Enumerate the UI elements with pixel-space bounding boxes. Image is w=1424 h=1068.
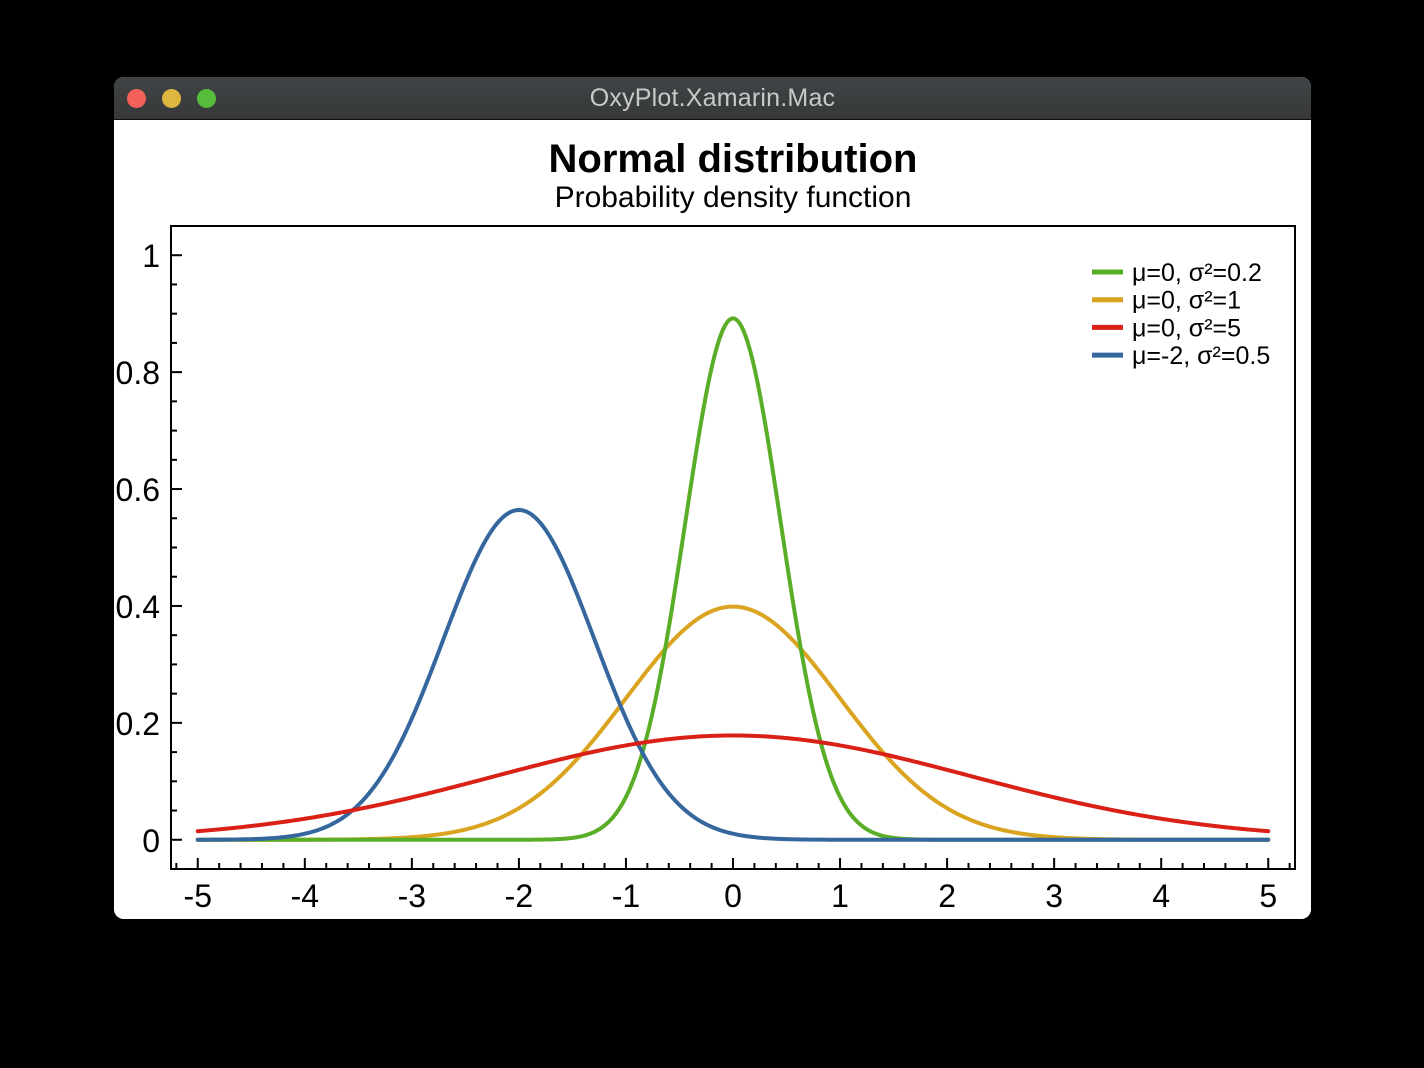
x-tick-label: 2 (938, 878, 956, 914)
y-tick-label: 0.4 (116, 589, 160, 625)
y-tick-label: 0.8 (116, 355, 160, 391)
minimize-button[interactable] (162, 88, 181, 108)
x-tick-label: -2 (505, 878, 533, 914)
traffic-lights (127, 77, 216, 119)
plot-border (170, 225, 1296, 870)
x-tick-label: 3 (1045, 878, 1063, 914)
window-titlebar[interactable]: OxyPlot.Xamarin.Mac (114, 77, 1311, 120)
x-tick-label: 0 (724, 878, 742, 914)
legend-label-1: μ=0, σ²=1 (1132, 287, 1241, 315)
y-tick-label: 0.6 (116, 472, 160, 508)
legend-label-2: μ=0, σ²=5 (1132, 314, 1241, 342)
zoom-button[interactable] (197, 88, 216, 108)
app-window: OxyPlot.Xamarin.Mac Normal distribution … (114, 77, 1311, 919)
legend-label-3: μ=-2, σ²=0.5 (1132, 342, 1270, 370)
x-tick-label: -3 (398, 878, 426, 914)
window-content: Normal distribution Probability density … (114, 120, 1311, 919)
x-tick-label: 4 (1152, 878, 1170, 914)
y-tick-label: 0.2 (116, 706, 160, 742)
series-curve-2[interactable] (195, 733, 1271, 834)
x-tick-label: -4 (291, 878, 319, 914)
x-tick-label: 1 (831, 878, 849, 914)
y-tick-label: 1 (142, 238, 160, 274)
window-title: OxyPlot.Xamarin.Mac (589, 83, 836, 112)
x-tick-label: 5 (1259, 878, 1277, 914)
y-tick-label: 0 (142, 823, 160, 859)
plot-canvas[interactable]: -5 -4 -3 -2 -1 0 1 2 3 4 5 0 0.2 0.4 0.6 0.8 1 μ=0, σ²=0.… (114, 120, 1311, 919)
chart-subtitle: Probability density function (554, 181, 912, 214)
close-button[interactable] (127, 88, 146, 108)
series-curve-0[interactable] (195, 316, 1271, 842)
series-curve-3[interactable] (195, 507, 1271, 842)
chart-title: Normal distribution (548, 137, 918, 181)
x-tick-label: -5 (184, 878, 212, 914)
legend-label-0: μ=0, σ²=0.2 (1132, 259, 1262, 287)
x-tick-label: -1 (612, 878, 640, 914)
